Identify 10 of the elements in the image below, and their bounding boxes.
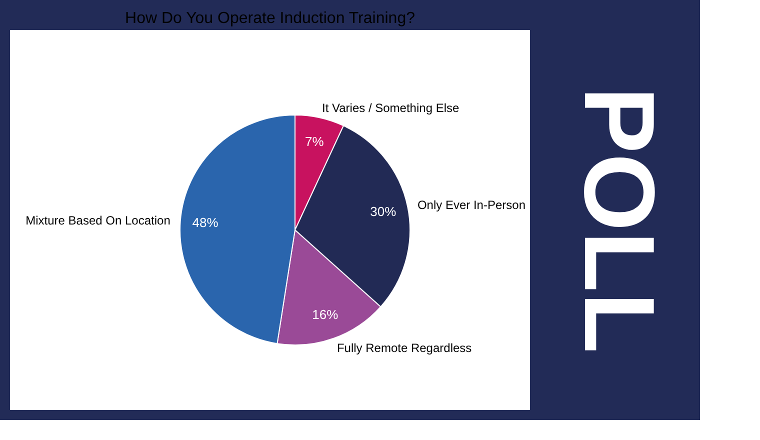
slice-label: Mixture Based On Location xyxy=(26,213,170,228)
slice-label: It Varies / Something Else xyxy=(322,100,460,115)
data-label: 48% xyxy=(192,215,219,230)
data-label: 7% xyxy=(305,134,324,150)
data-label: 30% xyxy=(370,204,397,219)
slice-label: Fully Remote Regardless xyxy=(336,340,472,355)
data-label: 16% xyxy=(312,306,339,322)
text: POLL xyxy=(563,86,675,354)
slice-label: Only Ever In-Person xyxy=(417,198,526,212)
chart-title: How Do You Operate Induction Training? xyxy=(125,10,416,27)
